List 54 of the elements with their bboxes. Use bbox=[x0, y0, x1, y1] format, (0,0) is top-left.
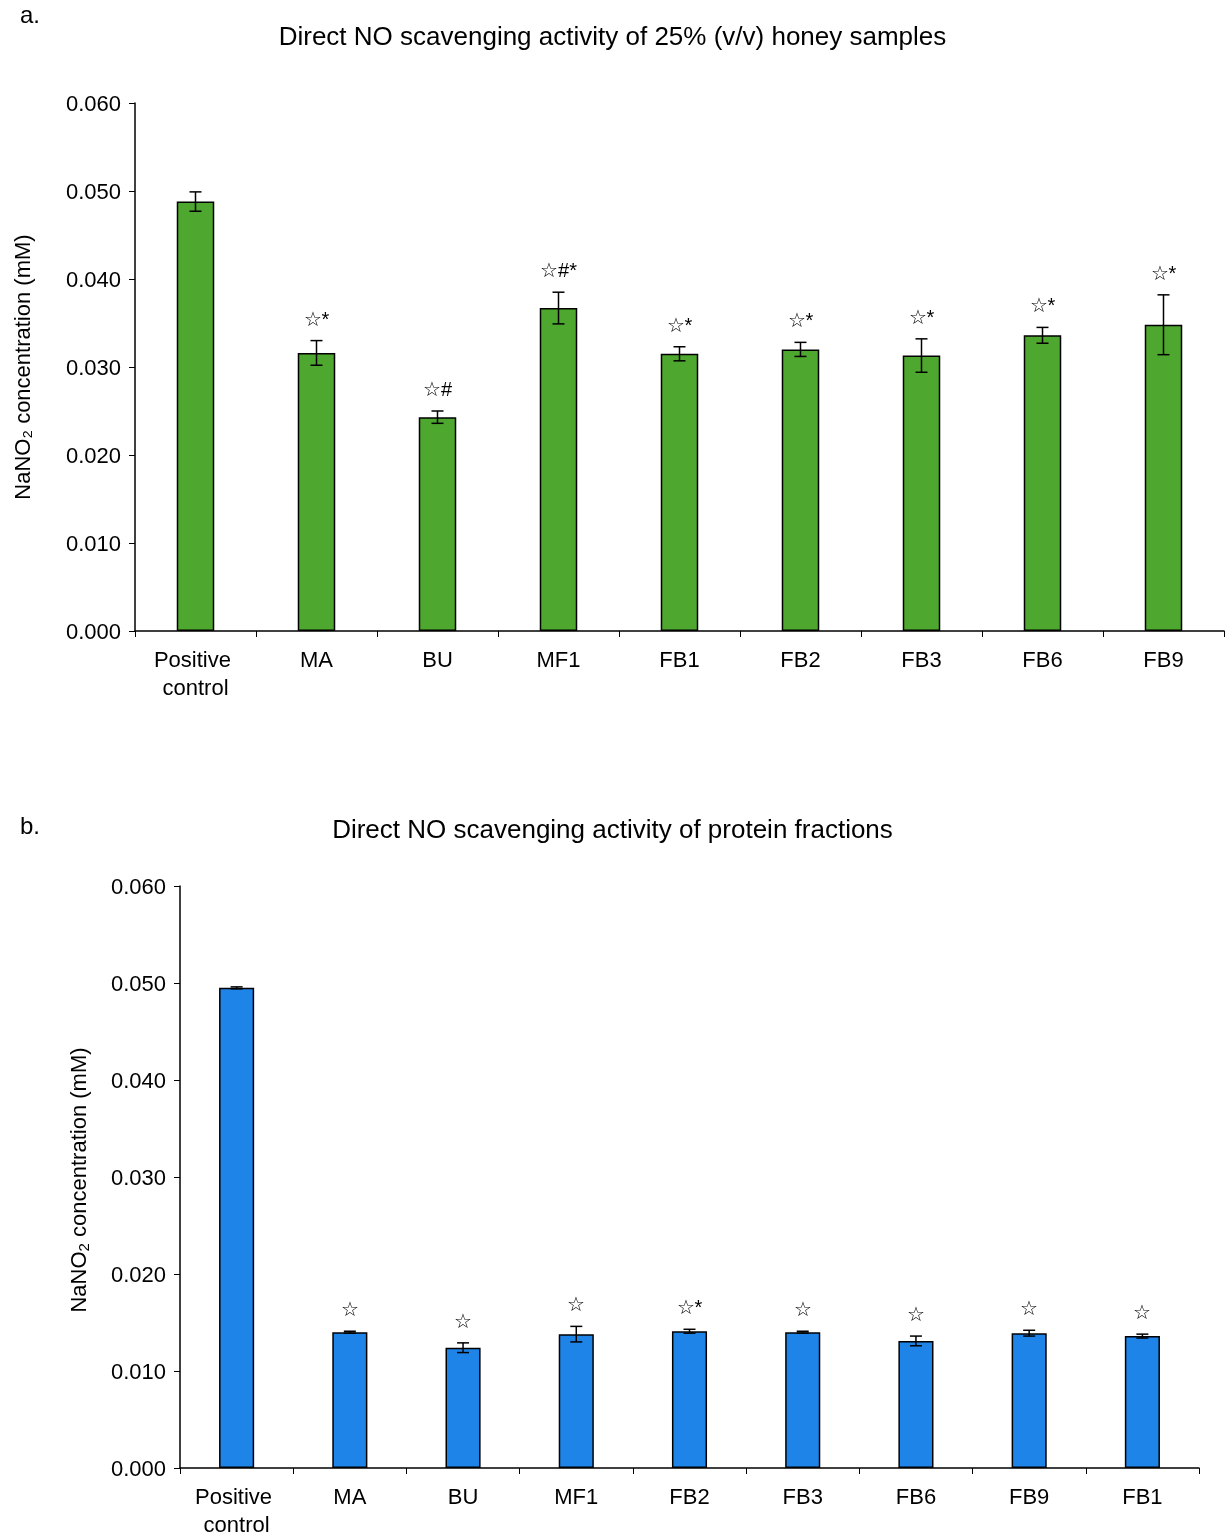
annotation: ☆ bbox=[340, 1298, 359, 1321]
annotation: ☆ bbox=[906, 1303, 925, 1326]
annotation: ☆ bbox=[454, 1309, 473, 1332]
x-tick-label: FB9 bbox=[1008, 1483, 1050, 1509]
annotation: ☆ bbox=[793, 1298, 812, 1321]
y-tick-label: 0.000 bbox=[110, 1455, 166, 1481]
chart-title: Direct NO scavenging activity of 25% (v/v) honey samples bbox=[278, 21, 947, 51]
x-tick-label: MF1 bbox=[536, 646, 581, 672]
annotation: ☆ bbox=[1020, 1297, 1039, 1320]
x-tick-label: Positive control bbox=[153, 646, 238, 700]
y-tick-label: 0.050 bbox=[110, 970, 166, 996]
annotation: ☆# bbox=[422, 378, 453, 400]
y-tick-label: 0.040 bbox=[110, 1067, 166, 1093]
annotation: ☆* bbox=[303, 307, 330, 330]
annotation: ☆* bbox=[676, 1296, 703, 1319]
annotation: ☆#* bbox=[540, 259, 578, 282]
annotation: ☆* bbox=[666, 313, 693, 336]
annotation: ☆* bbox=[1150, 261, 1177, 284]
y-axis-title: NaNO₂ concentration (mM) bbox=[9, 234, 35, 500]
x-tick-label: FB6 bbox=[895, 1483, 937, 1509]
annotation: ☆* bbox=[908, 305, 935, 328]
x-tick-label: FB1 bbox=[1122, 1483, 1163, 1509]
annotation: ☆* bbox=[787, 309, 814, 332]
x-tick-label: FB2 bbox=[669, 1483, 710, 1509]
x-tick-label: Positive control bbox=[195, 1483, 279, 1537]
text: b. bbox=[20, 811, 41, 839]
y-tick-label: 0.000 bbox=[65, 618, 121, 644]
y-axis-title: NaNO2 concentration (mM) bbox=[65, 1047, 92, 1313]
x-tick-label: FB9 bbox=[1143, 646, 1184, 672]
y-tick-label: 0.060 bbox=[65, 90, 121, 116]
y-tick-label: 0.040 bbox=[65, 266, 121, 292]
annotation: ☆ bbox=[567, 1293, 586, 1316]
annotation: ☆* bbox=[1029, 294, 1056, 317]
y-tick-label: 0.010 bbox=[65, 530, 121, 556]
x-tick-label: MA bbox=[333, 1483, 367, 1509]
x-tick-label: FB6 bbox=[1022, 646, 1063, 672]
x-tick-label: MF1 bbox=[554, 1483, 599, 1509]
y-tick-label: 0.020 bbox=[110, 1261, 166, 1287]
y-tick-label: 0.020 bbox=[65, 442, 121, 468]
x-tick-label: MA bbox=[300, 646, 334, 672]
x-tick-label: BU bbox=[447, 1483, 479, 1509]
x-tick-label: FB2 bbox=[780, 646, 821, 672]
x-tick-label: FB3 bbox=[782, 1483, 823, 1509]
x-tick-label: FB1 bbox=[659, 646, 700, 672]
text: a. bbox=[20, 0, 41, 28]
x-tick-label: BU bbox=[422, 646, 453, 672]
y-tick-label: 0.030 bbox=[65, 354, 121, 380]
y-tick-label: 0.030 bbox=[110, 1164, 166, 1190]
chart-title: Direct NO scavenging activity of protein fractions bbox=[332, 814, 893, 844]
x-tick-label: FB3 bbox=[901, 646, 942, 672]
y-tick-label: 0.060 bbox=[110, 873, 166, 899]
y-tick-label: 0.050 bbox=[65, 178, 121, 204]
annotation: ☆ bbox=[1133, 1301, 1152, 1324]
y-tick-label: 0.010 bbox=[110, 1358, 166, 1384]
